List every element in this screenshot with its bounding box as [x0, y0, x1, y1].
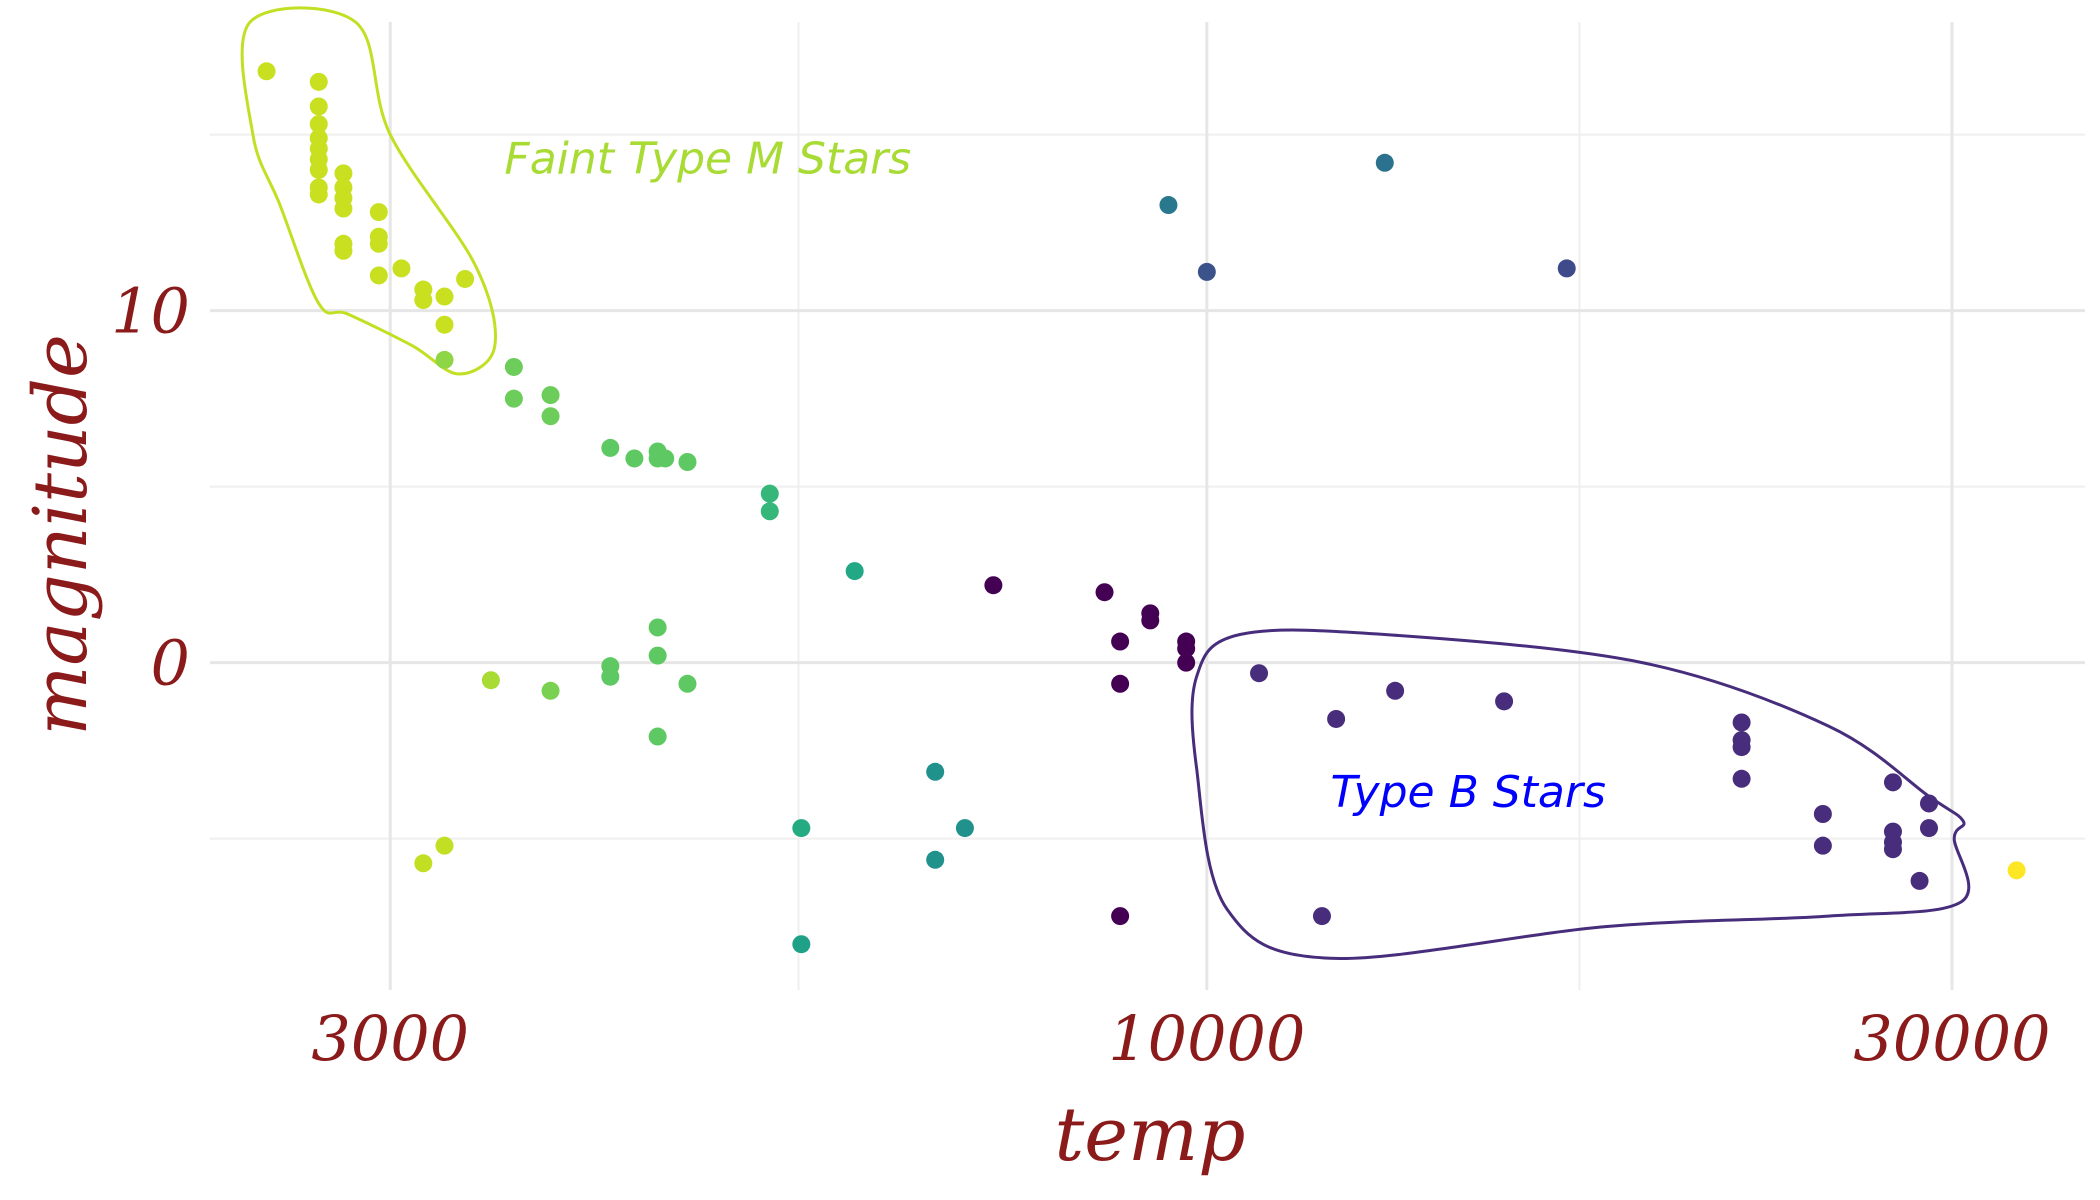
data-point — [648, 646, 667, 665]
data-point — [1732, 713, 1751, 732]
data-point — [1910, 871, 1929, 890]
data-point — [760, 502, 779, 521]
data-point — [1557, 259, 1576, 278]
data-point — [1732, 769, 1751, 788]
data-point — [1495, 692, 1514, 711]
data-point — [792, 819, 811, 838]
annotation-hulls — [240, 6, 1971, 961]
data-point — [1375, 153, 1394, 172]
data-point — [504, 357, 523, 376]
y-axis-ticks: 0 10 — [111, 275, 190, 700]
annotation-hull — [1190, 628, 1971, 961]
data-point — [1177, 653, 1196, 672]
data-point — [435, 315, 454, 334]
annotations: Faint Type M Stars Type B Stars — [504, 133, 1606, 818]
data-point — [481, 671, 500, 690]
data-point — [1386, 681, 1405, 700]
data-point — [1111, 907, 1130, 926]
data-point — [1919, 819, 1938, 838]
data-point — [541, 386, 560, 405]
data-point — [678, 453, 697, 471]
data-point — [1919, 794, 1938, 813]
grid — [210, 22, 2085, 990]
data-point — [541, 407, 560, 426]
data-point — [678, 674, 697, 693]
annotation-label: Type B Stars — [1330, 767, 1605, 818]
data-point — [601, 438, 620, 457]
data-point — [369, 266, 388, 285]
data-point — [2007, 861, 2026, 880]
data-point — [435, 836, 454, 855]
y-axis-title: magnitude — [18, 334, 104, 736]
data-point — [926, 850, 945, 869]
data-point — [926, 762, 945, 781]
data-point — [1732, 738, 1751, 757]
data-point — [334, 241, 353, 260]
data-point — [1250, 664, 1269, 683]
data-point — [309, 72, 328, 91]
data-point — [435, 287, 454, 306]
data-point — [1883, 773, 1902, 792]
data-points — [257, 62, 2026, 954]
data-point — [257, 62, 276, 81]
data-point — [1813, 836, 1832, 855]
data-point — [1327, 709, 1346, 728]
x-tick-label: 3000 — [311, 1002, 469, 1075]
data-point — [1312, 907, 1331, 926]
x-axis-title: temp — [1054, 1092, 1245, 1178]
data-point — [1111, 674, 1130, 693]
data-point — [1111, 632, 1130, 651]
annotation-hull — [240, 6, 497, 376]
data-point — [309, 115, 328, 134]
data-point — [845, 562, 864, 581]
data-point — [309, 185, 328, 204]
y-tick-label: 0 — [151, 627, 190, 700]
data-point — [1177, 639, 1196, 658]
data-point — [625, 449, 644, 468]
data-point — [601, 667, 620, 686]
data-point — [392, 259, 411, 278]
data-point — [334, 164, 353, 183]
data-point — [414, 291, 433, 310]
x-axis-ticks: 3000 10000 30000 — [311, 1002, 2050, 1075]
data-point — [1141, 611, 1160, 630]
data-point — [648, 727, 667, 746]
data-point — [1095, 583, 1114, 602]
data-point — [309, 97, 328, 116]
data-point — [1813, 805, 1832, 823]
x-tick-label: 30000 — [1853, 1002, 2050, 1075]
data-point — [334, 199, 353, 218]
data-point — [435, 350, 454, 369]
data-point — [414, 854, 433, 873]
x-tick-label: 10000 — [1108, 1002, 1305, 1075]
data-point — [309, 160, 328, 179]
y-tick-label: 10 — [111, 275, 190, 348]
data-point — [1883, 840, 1902, 859]
data-point — [984, 576, 1003, 595]
data-point — [656, 449, 675, 468]
data-point — [792, 935, 811, 954]
data-point — [955, 819, 974, 838]
data-point — [1159, 196, 1178, 215]
data-point — [648, 618, 667, 637]
data-point — [369, 203, 388, 222]
annotation-label: Faint Type M Stars — [504, 133, 911, 184]
data-point — [1197, 262, 1216, 281]
data-point — [760, 484, 779, 503]
data-point — [541, 681, 560, 700]
data-point — [369, 234, 388, 253]
data-point — [504, 389, 523, 408]
data-point — [456, 269, 475, 288]
